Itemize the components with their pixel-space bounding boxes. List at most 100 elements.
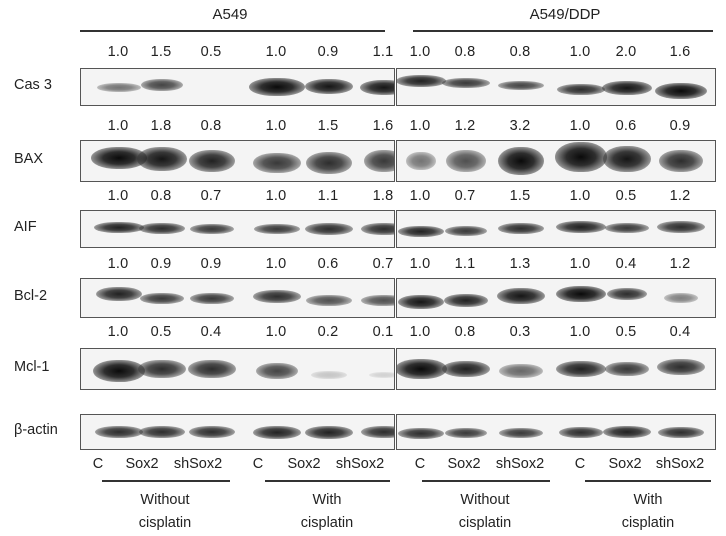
protein-band — [306, 294, 352, 306]
header-a549: A549 — [212, 6, 248, 23]
band-value: 1.0 — [569, 118, 591, 134]
protein-band — [446, 150, 486, 172]
band-value: 0.1 — [372, 324, 394, 340]
protein-band — [605, 223, 649, 233]
group-line — [102, 480, 230, 482]
row-label: Mcl-1 — [14, 359, 50, 375]
band-value: 0.9 — [150, 256, 172, 272]
protein-band — [556, 221, 606, 233]
protein-band — [141, 79, 183, 91]
protein-band — [249, 78, 305, 96]
protein-band — [499, 428, 543, 438]
protein-band — [253, 153, 301, 173]
protein-band — [305, 223, 353, 235]
band-value: 0.8 — [150, 188, 172, 204]
band-value: 1.0 — [265, 118, 287, 134]
band-value: 0.9 — [317, 44, 339, 60]
band-value: 0.8 — [509, 44, 531, 60]
protein-band — [657, 359, 705, 375]
row-label: Bcl-2 — [14, 288, 48, 304]
lane-label-shsox2: shSox2 — [495, 456, 545, 472]
protein-band — [559, 426, 603, 438]
band-value: 1.6 — [372, 118, 394, 134]
band-value: 3.2 — [509, 118, 531, 134]
band-value: 0.7 — [454, 188, 476, 204]
band-value: 0.5 — [200, 44, 222, 60]
lane-label-c: C — [574, 456, 586, 472]
band-value: 0.6 — [317, 256, 339, 272]
blot-panel — [80, 210, 395, 248]
band-value: 1.0 — [107, 188, 129, 204]
blot-panel — [80, 140, 395, 182]
row-label: β-actin — [14, 422, 58, 438]
blot-panel — [396, 348, 716, 390]
blot-panel — [80, 348, 395, 390]
band-value: 1.6 — [669, 44, 691, 60]
lane-label-c: C — [92, 456, 104, 472]
group-label-line2: cisplatin — [138, 515, 192, 531]
band-value: 1.0 — [569, 44, 591, 60]
protein-band — [556, 286, 606, 302]
band-value: 1.1 — [454, 256, 476, 272]
band-value: 1.3 — [509, 256, 531, 272]
band-value: 1.0 — [569, 324, 591, 340]
band-value: 0.5 — [150, 324, 172, 340]
protein-band — [657, 221, 705, 233]
protein-band — [190, 224, 234, 234]
band-value: 1.8 — [372, 188, 394, 204]
protein-band — [498, 147, 544, 175]
blot-panel — [80, 68, 395, 106]
band-value: 0.6 — [615, 118, 637, 134]
protein-band — [95, 426, 143, 438]
protein-band — [360, 79, 394, 95]
protein-band — [498, 222, 544, 234]
band-value: 1.0 — [107, 44, 129, 60]
band-value: 1.5 — [509, 188, 531, 204]
group-label-line1: With — [312, 492, 342, 508]
protein-band — [499, 364, 543, 378]
band-value: 1.0 — [107, 118, 129, 134]
lane-label-sox2: Sox2 — [125, 456, 159, 472]
band-value: 1.0 — [409, 44, 431, 60]
group-label: Without cisplatin — [100, 489, 230, 535]
band-value: 1.0 — [409, 324, 431, 340]
header-line-a549-ddp — [413, 30, 713, 32]
band-value: 1.0 — [265, 44, 287, 60]
band-value: 1.0 — [569, 256, 591, 272]
protein-band — [254, 224, 300, 234]
row-label: AIF — [14, 219, 37, 235]
protein-band — [603, 426, 651, 438]
protein-band — [397, 75, 446, 87]
band-value: 1.0 — [409, 256, 431, 272]
protein-band — [305, 425, 353, 439]
group-line — [422, 480, 550, 482]
band-value: 1.0 — [107, 256, 129, 272]
band-value: 1.5 — [150, 44, 172, 60]
band-value: 0.5 — [615, 324, 637, 340]
protein-band — [445, 226, 487, 236]
protein-band — [97, 82, 141, 92]
protein-band — [659, 150, 703, 172]
protein-band — [605, 362, 649, 376]
protein-band — [137, 147, 187, 171]
band-value: 1.8 — [150, 118, 172, 134]
protein-band — [139, 222, 185, 234]
protein-band — [189, 150, 235, 172]
band-value: 1.0 — [265, 256, 287, 272]
band-value: 0.5 — [615, 188, 637, 204]
protein-band — [398, 295, 444, 309]
header-a549-ddp: A549/DDP — [529, 6, 601, 23]
group-label: With cisplatin — [262, 489, 392, 535]
protein-band — [556, 361, 606, 377]
lane-label-sox2: Sox2 — [608, 456, 642, 472]
protein-band — [398, 427, 444, 439]
band-value: 0.8 — [454, 324, 476, 340]
row-label: BAX — [14, 151, 44, 167]
group-label: Without cisplatin — [420, 489, 550, 535]
band-value: 0.4 — [669, 324, 691, 340]
band-value: 0.8 — [200, 118, 222, 134]
protein-band — [557, 83, 605, 95]
protein-band — [555, 142, 607, 172]
lane-label-c: C — [252, 456, 264, 472]
lane-label-shsox2: shSox2 — [335, 456, 385, 472]
